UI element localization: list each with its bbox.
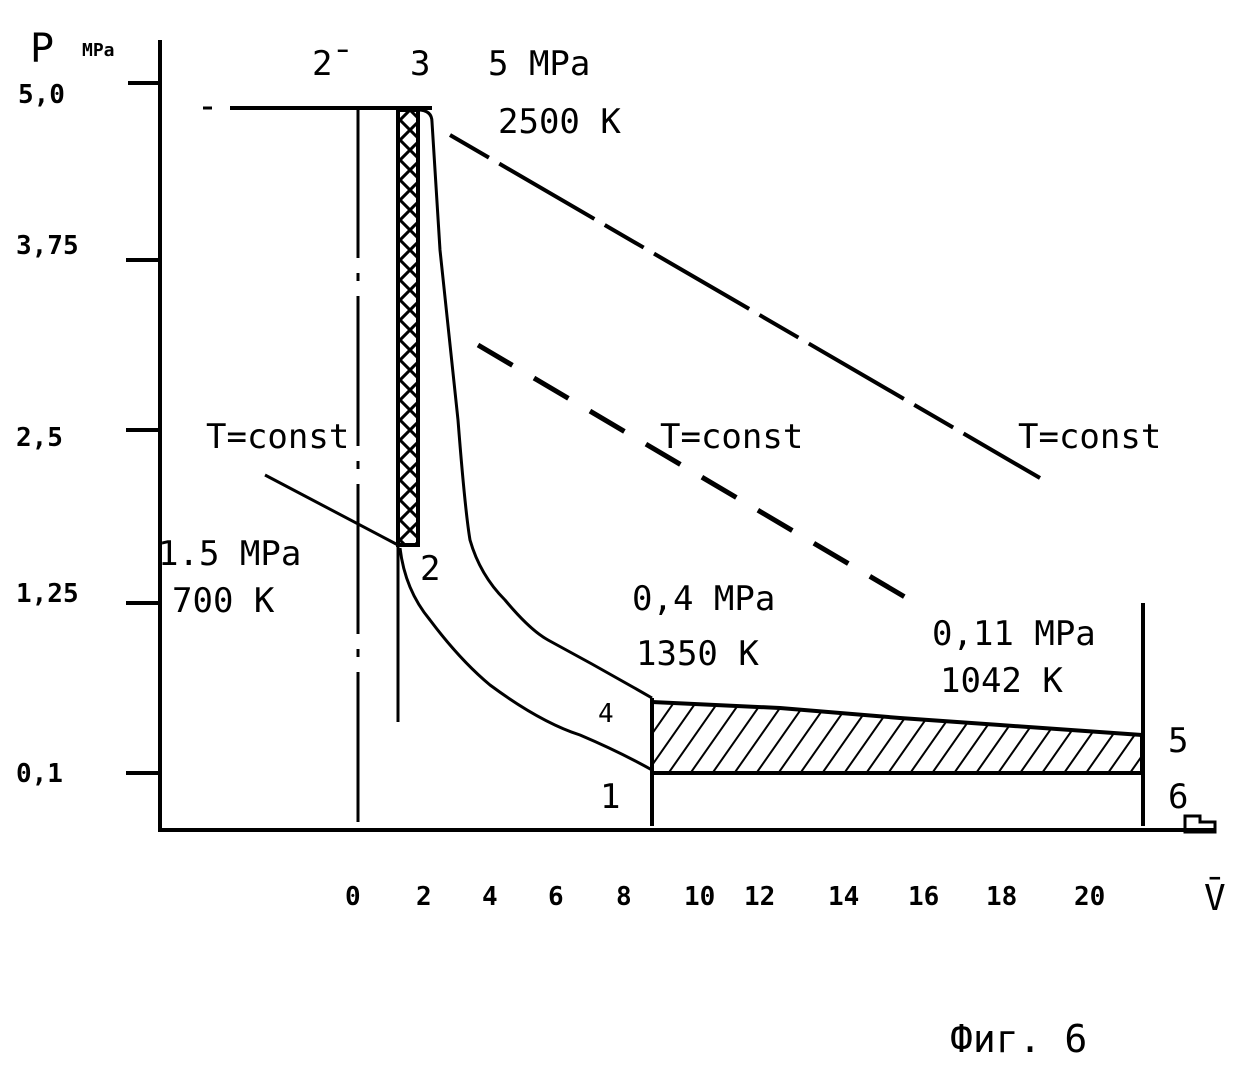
state-annotation: 1350 K bbox=[636, 634, 759, 674]
y-tick-label: 3,75 bbox=[16, 231, 79, 261]
point-label: 2̄ bbox=[312, 44, 348, 84]
isotherm-line bbox=[448, 133, 1042, 480]
expansion-curve bbox=[417, 108, 653, 700]
x-tick-label: 20 bbox=[1074, 882, 1105, 912]
isotherm-label: T=const bbox=[1018, 417, 1161, 457]
state-annotation: 0,11 MPa bbox=[932, 614, 1096, 654]
x-tick-label: 6 bbox=[548, 882, 564, 912]
x-tick-label: 16 bbox=[908, 882, 939, 912]
x-axis-label: V̄ bbox=[1204, 876, 1226, 919]
state-annotation: 1.5 MPa bbox=[158, 534, 301, 574]
point-label: 6 bbox=[1168, 777, 1188, 817]
point-label: 4 bbox=[598, 699, 614, 729]
x-tick-label: 8 bbox=[616, 882, 632, 912]
x-axis-arrow-icon bbox=[1183, 814, 1217, 834]
isotherm-line bbox=[264, 473, 399, 547]
compression-curve bbox=[398, 547, 653, 772]
y-tick-label: 1,25 bbox=[16, 579, 79, 609]
y-axis-unit: MPa bbox=[82, 40, 115, 61]
x-tick-label: 10 bbox=[684, 882, 715, 912]
figure-caption: Фиг. 6 bbox=[950, 1017, 1087, 1061]
state-annotation: 5 MPa bbox=[488, 44, 590, 84]
state-annotation: 700 K bbox=[172, 581, 275, 621]
y-tick-label: 0,1 bbox=[16, 759, 63, 789]
point-label: 1 bbox=[600, 777, 620, 817]
point-label: 5 bbox=[1168, 721, 1188, 761]
isotherm-label: T=const bbox=[206, 417, 349, 457]
state-annotation: 1042 K bbox=[940, 661, 1063, 701]
hatched-region bbox=[650, 699, 1144, 775]
state-annotation: 0,4 MPa bbox=[632, 579, 775, 619]
x-tick-label: 14 bbox=[828, 882, 859, 912]
x-tick-label: 4 bbox=[482, 882, 498, 912]
isotherm-line bbox=[476, 342, 912, 603]
x-tick-label: 2 bbox=[416, 882, 432, 912]
y-tick-label: 2,5 bbox=[16, 423, 63, 453]
crosshatched-region bbox=[396, 108, 420, 547]
state-annotation: 2500 K bbox=[498, 102, 621, 142]
x-tick-label: 0 bbox=[345, 882, 361, 912]
y-axis-label: P bbox=[30, 26, 54, 72]
isotherm-label: T=const bbox=[660, 417, 803, 457]
point-label: 3 bbox=[410, 44, 430, 84]
y-ticks bbox=[126, 81, 160, 775]
y-tick-label: 5,0 bbox=[18, 80, 65, 110]
point-label: 2 bbox=[420, 549, 440, 589]
x-tick-label: 18 bbox=[986, 882, 1017, 912]
x-tick-label: 12 bbox=[744, 882, 775, 912]
